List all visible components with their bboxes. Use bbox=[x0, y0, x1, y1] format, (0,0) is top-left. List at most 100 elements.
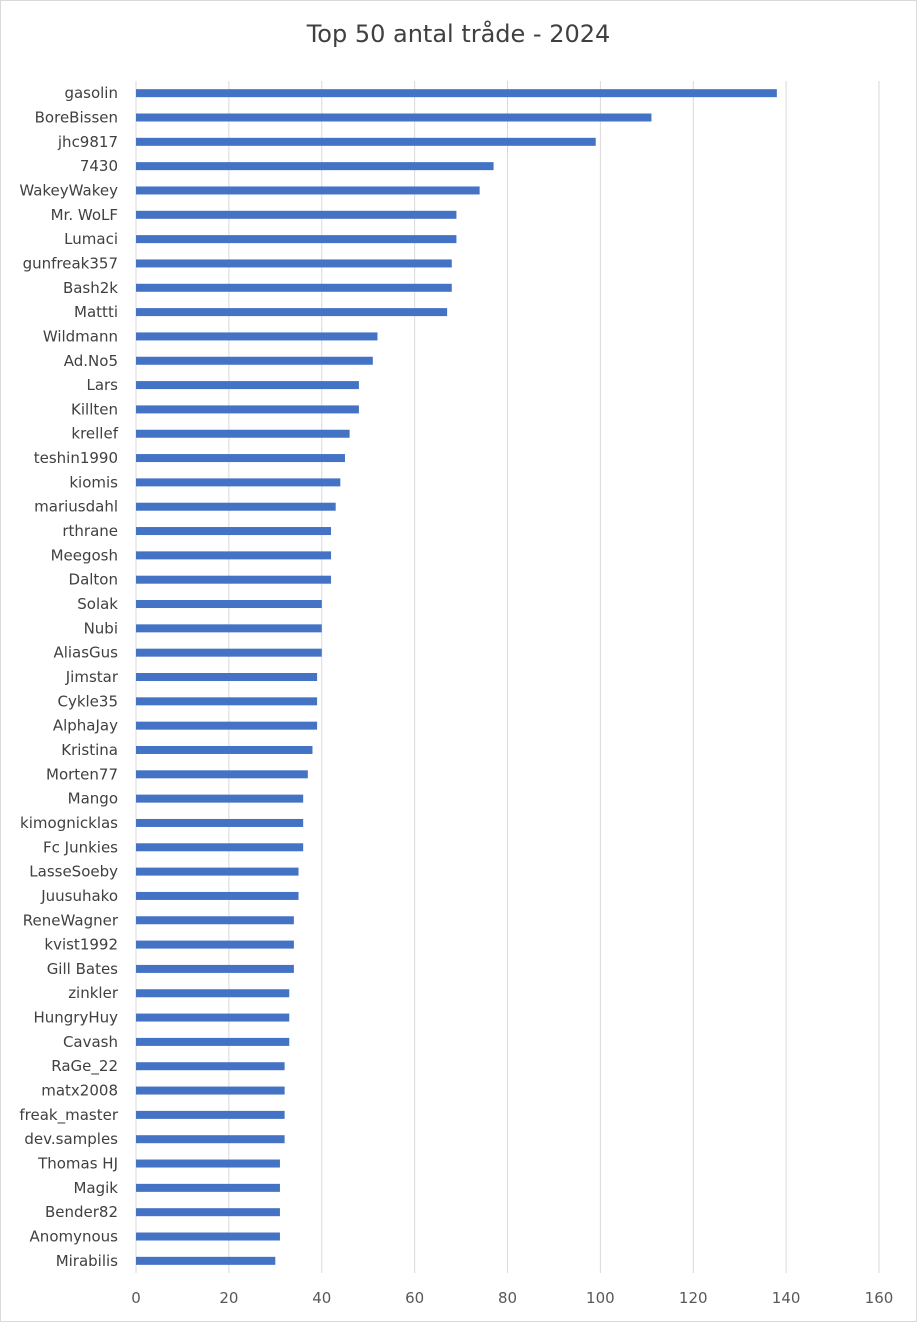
category-label: Kristina bbox=[61, 741, 118, 759]
x-tick-label: 80 bbox=[498, 1289, 517, 1307]
x-tick-label: 140 bbox=[772, 1289, 801, 1307]
category-label: Meegosh bbox=[51, 546, 118, 564]
category-label: Fc Junkies bbox=[43, 838, 118, 856]
category-label: mariusdahl bbox=[34, 498, 118, 516]
bar bbox=[136, 770, 308, 779]
category-label: kiomis bbox=[69, 473, 118, 491]
category-label: rthrane bbox=[62, 522, 118, 540]
category-label: WakeyWakey bbox=[19, 181, 118, 199]
category-label: krellef bbox=[71, 425, 118, 443]
x-tick-label: 160 bbox=[865, 1289, 894, 1307]
category-label: kvist1992 bbox=[44, 936, 118, 954]
category-label: LasseSoeby bbox=[29, 863, 118, 881]
x-tick-label: 100 bbox=[586, 1289, 615, 1307]
category-label: Morten77 bbox=[46, 765, 118, 783]
category-label: BoreBissen bbox=[35, 108, 118, 126]
category-label: Mattti bbox=[74, 303, 118, 321]
category-label: Mr. WoLF bbox=[51, 206, 118, 224]
bar bbox=[136, 1232, 280, 1241]
bar bbox=[136, 502, 336, 511]
bar bbox=[136, 210, 457, 219]
category-label: teshin1990 bbox=[34, 449, 118, 467]
category-label: Mirabilis bbox=[56, 1252, 118, 1270]
category-label: jhc9817 bbox=[57, 133, 118, 151]
x-tick-label: 20 bbox=[219, 1289, 238, 1307]
category-label: Cykle35 bbox=[57, 692, 118, 710]
chart-title: Top 50 antal tråde - 2024 bbox=[306, 20, 611, 48]
bar bbox=[136, 429, 350, 438]
category-label: AliasGus bbox=[53, 644, 118, 662]
category-label: Gill Bates bbox=[47, 960, 118, 978]
bar bbox=[136, 478, 341, 487]
bar bbox=[136, 405, 359, 414]
category-label: Cavash bbox=[63, 1033, 118, 1051]
x-tick-label: 0 bbox=[131, 1289, 141, 1307]
bar bbox=[136, 454, 345, 463]
bar bbox=[136, 818, 304, 827]
bar bbox=[136, 283, 452, 292]
bar bbox=[136, 745, 313, 754]
category-label: kimognicklas bbox=[20, 814, 118, 832]
category-label: Anomynous bbox=[30, 1228, 119, 1246]
bar bbox=[136, 964, 294, 973]
category-label: Lumaci bbox=[64, 230, 118, 248]
bar bbox=[136, 551, 332, 560]
category-label: HungryHuy bbox=[33, 1009, 118, 1027]
bar bbox=[136, 1208, 280, 1217]
bar bbox=[136, 1013, 290, 1022]
category-label: 7430 bbox=[80, 157, 118, 175]
category-label: Mango bbox=[68, 790, 118, 808]
category-label: matx2008 bbox=[41, 1082, 118, 1100]
category-label: Thomas HJ bbox=[37, 1155, 118, 1173]
bar bbox=[136, 916, 294, 925]
category-label: Wildmann bbox=[43, 327, 118, 345]
bar bbox=[136, 381, 359, 390]
bar bbox=[136, 527, 332, 536]
bar bbox=[136, 794, 304, 803]
category-label: freak_master bbox=[19, 1106, 118, 1125]
bar bbox=[136, 186, 480, 195]
category-label: Killten bbox=[71, 400, 118, 418]
category-label: RaGe_22 bbox=[51, 1057, 118, 1076]
category-label: Bash2k bbox=[63, 279, 118, 297]
category-label: zinkler bbox=[68, 984, 119, 1002]
x-tick-label: 40 bbox=[312, 1289, 331, 1307]
bar bbox=[136, 697, 318, 706]
bar bbox=[136, 1183, 280, 1192]
bar bbox=[136, 648, 322, 657]
bar bbox=[136, 235, 457, 244]
bar bbox=[136, 89, 777, 98]
bar bbox=[136, 1135, 285, 1144]
bar bbox=[136, 1062, 285, 1071]
category-label: AlphaJay bbox=[53, 717, 118, 735]
category-label: gasolin bbox=[64, 84, 118, 102]
bar bbox=[136, 575, 332, 584]
category-label: ReneWagner bbox=[23, 911, 119, 929]
bar bbox=[136, 940, 294, 949]
category-label: Bender82 bbox=[45, 1203, 118, 1221]
bar bbox=[136, 721, 318, 730]
bar bbox=[136, 259, 452, 268]
category-label: dev.samples bbox=[24, 1130, 118, 1148]
x-tick-label: 60 bbox=[405, 1289, 424, 1307]
category-label: Solak bbox=[77, 595, 118, 613]
bar bbox=[136, 1086, 285, 1095]
bar bbox=[136, 989, 290, 998]
bar bbox=[136, 162, 494, 171]
bar bbox=[136, 356, 373, 365]
category-label: Magik bbox=[73, 1179, 118, 1197]
category-label: Juusuhako bbox=[40, 887, 118, 905]
bar bbox=[136, 113, 652, 122]
bar bbox=[136, 137, 596, 146]
bar bbox=[136, 308, 448, 317]
bar bbox=[136, 673, 318, 681]
bar bbox=[136, 843, 304, 852]
bar bbox=[136, 867, 299, 876]
bar bbox=[136, 891, 299, 900]
category-label: gunfreak357 bbox=[23, 254, 118, 272]
bar bbox=[136, 1037, 290, 1046]
category-label: Nubi bbox=[84, 619, 118, 637]
bar bbox=[136, 624, 322, 633]
